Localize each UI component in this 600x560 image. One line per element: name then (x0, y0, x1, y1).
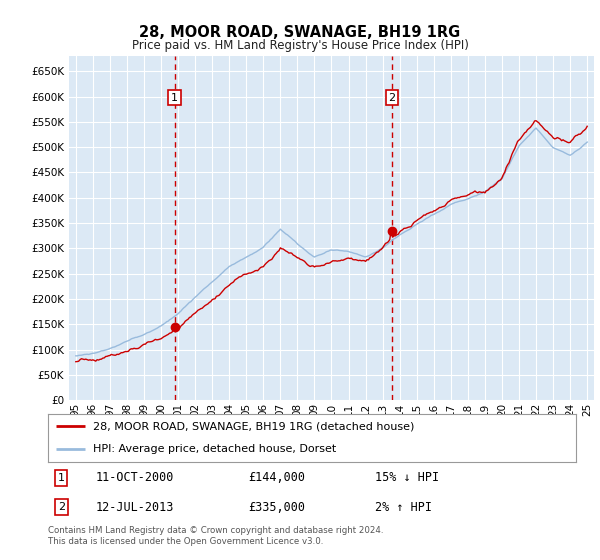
Text: Contains HM Land Registry data © Crown copyright and database right 2024.
This d: Contains HM Land Registry data © Crown c… (48, 526, 383, 546)
Text: HPI: Average price, detached house, Dorset: HPI: Average price, detached house, Dors… (93, 444, 336, 454)
Text: Price paid vs. HM Land Registry's House Price Index (HPI): Price paid vs. HM Land Registry's House … (131, 39, 469, 52)
Text: 12-JUL-2013: 12-JUL-2013 (95, 501, 174, 514)
Text: 1: 1 (171, 92, 178, 102)
Text: £144,000: £144,000 (248, 471, 305, 484)
Text: 2: 2 (58, 502, 65, 512)
Text: 11-OCT-2000: 11-OCT-2000 (95, 471, 174, 484)
Text: 2% ↑ HPI: 2% ↑ HPI (376, 501, 433, 514)
Text: £335,000: £335,000 (248, 501, 305, 514)
Text: 28, MOOR ROAD, SWANAGE, BH19 1RG (detached house): 28, MOOR ROAD, SWANAGE, BH19 1RG (detach… (93, 421, 414, 431)
Text: 1: 1 (58, 473, 65, 483)
Text: 28, MOOR ROAD, SWANAGE, BH19 1RG: 28, MOOR ROAD, SWANAGE, BH19 1RG (139, 25, 461, 40)
Text: 15% ↓ HPI: 15% ↓ HPI (376, 471, 439, 484)
Text: 2: 2 (388, 92, 395, 102)
